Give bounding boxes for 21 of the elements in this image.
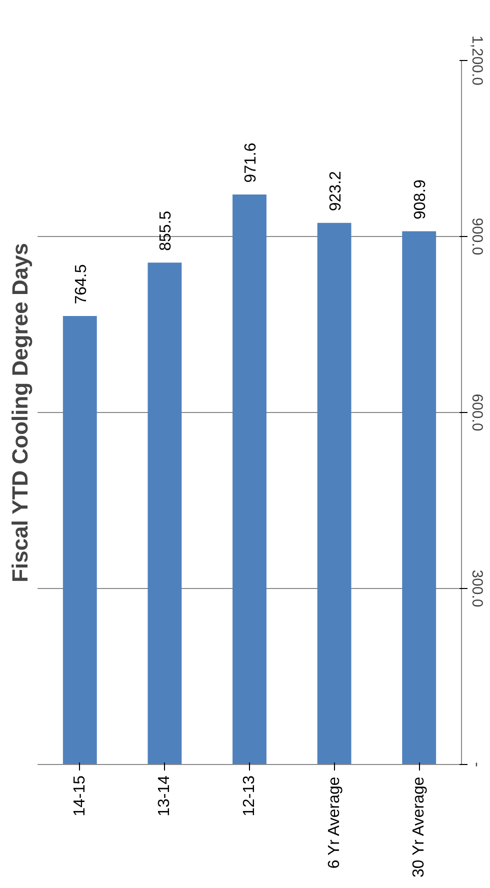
bar xyxy=(232,194,266,764)
y-tick-label: 600.0 xyxy=(468,394,486,432)
x-tick-label: 13-14 xyxy=(156,775,174,816)
y-tick-label: 300.0 xyxy=(468,570,486,608)
text: Fiscal YTD Cooling Degree Days xyxy=(8,242,32,582)
data-label: 764.5 xyxy=(72,264,90,304)
x-tick-label: 14-15 xyxy=(71,775,88,816)
data-label: 855.5 xyxy=(158,210,175,251)
x-tick-label: 6 Yr Average xyxy=(326,776,343,869)
bar xyxy=(402,231,436,764)
y-tick-label: 900.0 xyxy=(468,218,486,256)
data-label: 923.2 xyxy=(327,171,344,212)
x-tick-label: 12-13 xyxy=(241,775,258,816)
x-tick-label: 30 Yr Average xyxy=(410,776,428,878)
data-label: 908.9 xyxy=(412,179,430,220)
data-label: 971.6 xyxy=(242,142,260,183)
bar xyxy=(62,316,97,764)
y-tick-label: - xyxy=(468,762,486,767)
bar xyxy=(317,222,352,764)
bar xyxy=(148,262,182,764)
y-tick-label: 1,200.0 xyxy=(468,35,486,86)
